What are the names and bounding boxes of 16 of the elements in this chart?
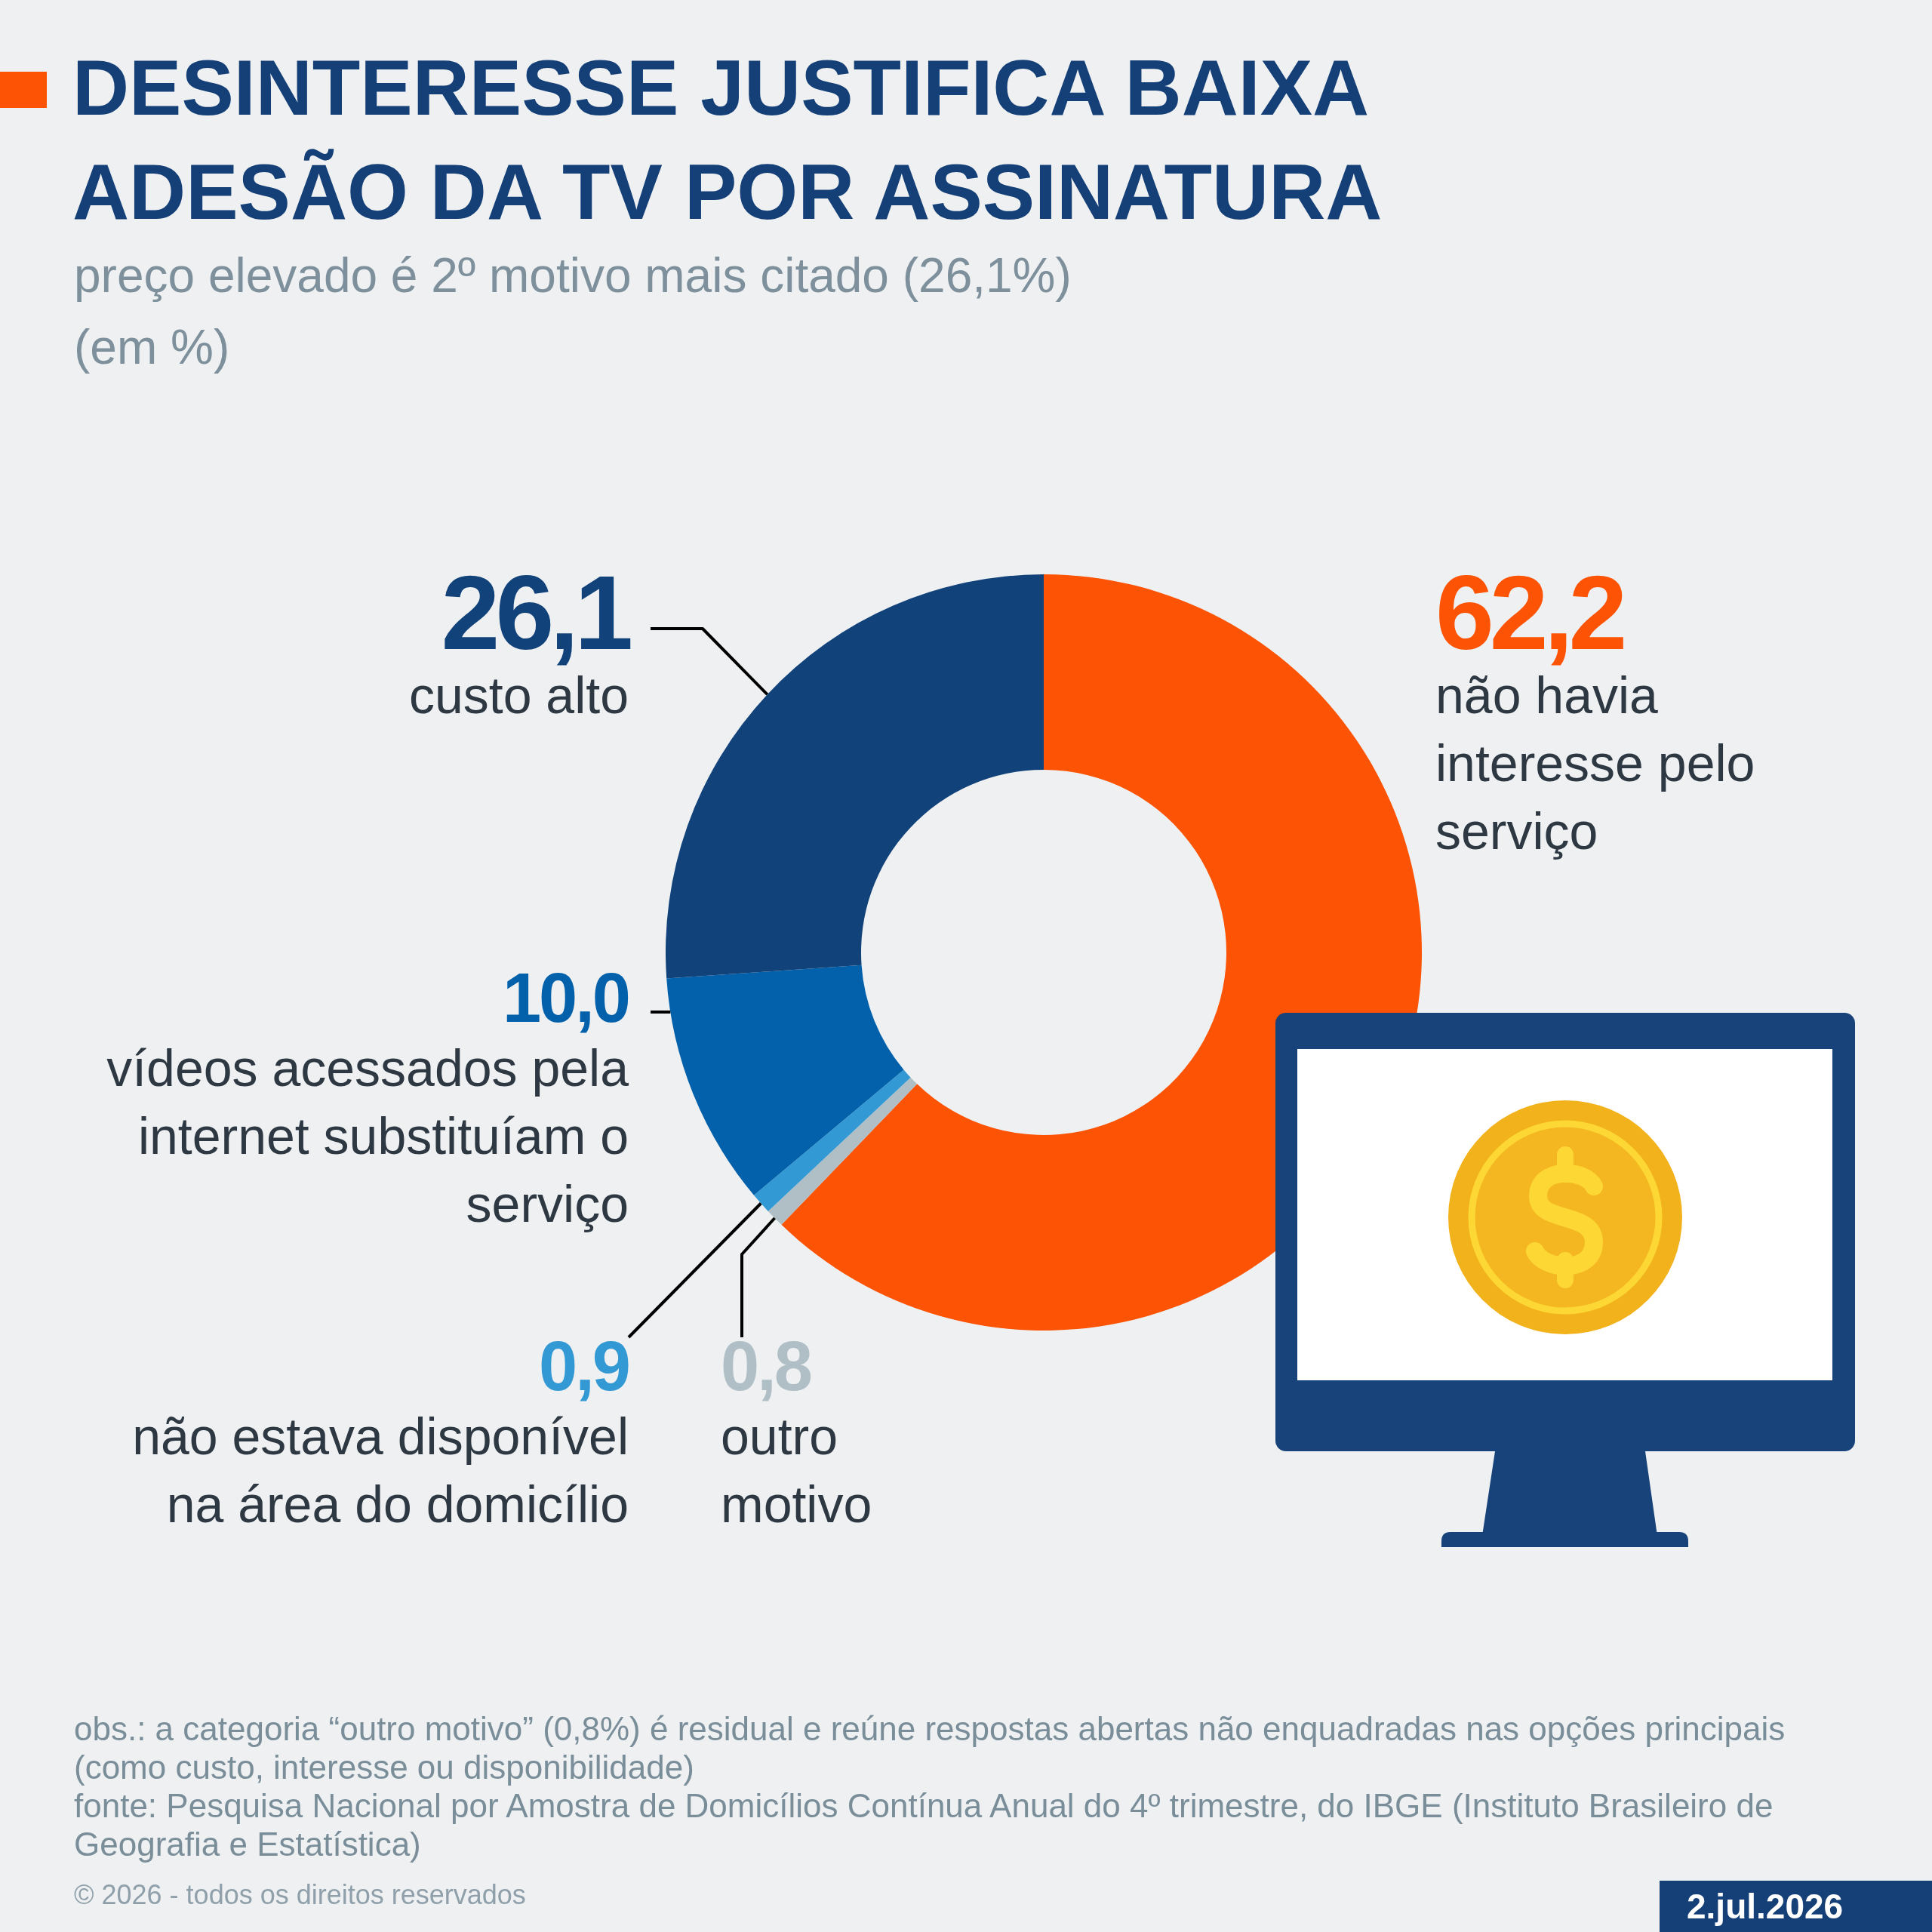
text: © 2026 - todos os direitos reservados	[74, 1878, 526, 1912]
slice-label: vídeos acessados pela internet substituíam o serviço	[106, 1039, 629, 1232]
data-label: 0,9	[539, 1327, 629, 1404]
slice-label: outro motivo	[721, 1407, 872, 1533]
data-label: 0,8	[721, 1327, 811, 1404]
text: obs.: a categoria “outro motivo” (0,8%) é residual e reúne respostas abertas não enquadradas nas opções principais (como custo, interesse ou disponibilidade)	[74, 1709, 1786, 1786]
chart-title: DESINTERESSE JUSTIFICA BAIXA ADESÃO DA TV POR ASSINATURA	[72, 43, 1383, 237]
donut-slice	[666, 964, 904, 1195]
data-label: 10,0	[502, 959, 629, 1036]
slice-label: não estava disponível na área do domicílio	[132, 1407, 629, 1533]
source-note: fonte: Pesquisa Nacional por Amostra de Domicílios Contínua Anual do 4º trimestre, do IBGE (Instituto Brasileiro de Geografia e Estatística)	[74, 1786, 1774, 1863]
text: 2.jul.2026	[1660, 1881, 1932, 1932]
donut-slice	[666, 574, 1044, 979]
donut-slice	[753, 1069, 911, 1211]
chart-subtitle: preço elevado é 2º motivo mais citado (26,1%) (em %)	[74, 248, 1072, 376]
donut-slice	[768, 1077, 918, 1225]
